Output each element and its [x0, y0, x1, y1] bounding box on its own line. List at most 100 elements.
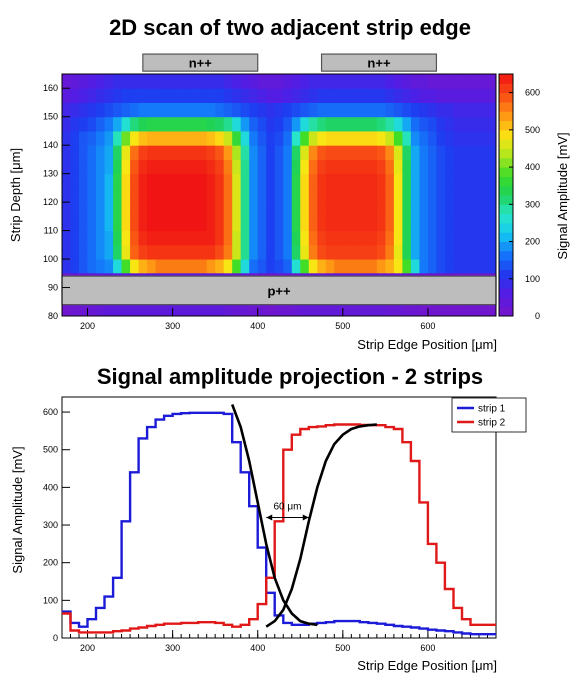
heatmap-cell [291, 230, 301, 246]
heatmap-cell [478, 145, 488, 160]
heatmap-cell [342, 159, 352, 175]
heatmap-cell [436, 202, 446, 217]
heatmap-cell [427, 173, 437, 189]
heatmap-cell [419, 202, 429, 217]
heatmap-cell [470, 74, 480, 89]
heatmap-cell [257, 102, 267, 118]
heatmap-cell [274, 244, 284, 260]
heatmap-cell [121, 202, 131, 217]
heatmap-cell [87, 202, 97, 217]
heatmap-cell [419, 116, 429, 132]
heatmap-cell [240, 187, 250, 203]
heatmap-cell [376, 230, 386, 246]
heatmap-cell [351, 216, 361, 232]
heatmap-cell [461, 202, 471, 217]
heatmap-cell [206, 74, 216, 89]
legend-label-2: strip 2 [478, 418, 506, 429]
heatmap-cell [257, 187, 267, 203]
heatmap-cell [308, 145, 318, 160]
heatmap-cell [359, 88, 369, 103]
heatmap-cell [470, 159, 480, 175]
heatmap-cell [300, 145, 310, 160]
heatmap-cell [351, 230, 361, 246]
heatmap-cell [419, 130, 429, 146]
heatmap-cell [376, 88, 386, 103]
heatmap-cell [283, 145, 293, 160]
heatmap-cell [368, 230, 378, 246]
heatmap-cell [317, 159, 327, 175]
heatmap-cell [215, 244, 225, 260]
heatmap-cell [266, 173, 276, 189]
heatmap-cell [325, 130, 335, 146]
heatmap-cell [79, 187, 89, 203]
heatmap-cell [461, 159, 471, 175]
heatmap-cell [130, 102, 140, 118]
heatmap-cell [308, 202, 318, 217]
heatmap-cell [223, 159, 233, 175]
heatmap-cell [478, 116, 488, 132]
heatmap-cell [113, 74, 123, 89]
heatmap-cell [342, 130, 352, 146]
heatmap-cell [79, 145, 89, 160]
projection-title: Signal amplitude projection - 2 strips [97, 364, 483, 389]
heatmap-cell [470, 187, 480, 203]
heatmap-cell [249, 102, 259, 118]
heatmap-cell [232, 116, 242, 132]
heatmap-cell [87, 145, 97, 160]
heatmap-cell [189, 145, 199, 160]
heatmap-cell [291, 130, 301, 146]
heatmap-cell [470, 244, 480, 260]
heatmap-cell [274, 259, 284, 274]
heatmap-cell [308, 102, 318, 118]
heatmap-cell [359, 187, 369, 203]
heatmap-cell [385, 102, 395, 118]
heatmap-cell [215, 259, 225, 274]
heatmap-cell [164, 202, 174, 217]
heatmap-cell [257, 145, 267, 160]
heatmap-cell [104, 202, 114, 217]
heatmap-cell [470, 173, 480, 189]
heatmap-cell [138, 173, 148, 189]
heatmap-cell [283, 259, 293, 274]
overlay-box-1 [320, 53, 438, 72]
heatmap-cell [181, 88, 191, 103]
heatmap-cell [96, 102, 106, 118]
colorbar-band [499, 195, 513, 205]
heatmap-cell [291, 145, 301, 160]
colorbar-band [499, 120, 513, 131]
heatmap-cell [376, 187, 386, 203]
heatmap-cell [138, 145, 148, 160]
heatmap-cell [206, 159, 216, 175]
heatmap-cell [274, 230, 284, 246]
heatmap-cell [62, 202, 72, 217]
heatmap-cell [410, 145, 420, 160]
heatmap-cell [461, 244, 471, 260]
heatmap-cell [283, 159, 293, 175]
heatmap-cell [436, 244, 446, 260]
heatmap-cell [487, 74, 497, 89]
heatmap-cell [70, 159, 80, 175]
heatmap-cell [121, 130, 131, 146]
heatmap-cell [257, 173, 267, 189]
heatmap-cell [436, 145, 446, 160]
heatmap-cell [325, 244, 335, 260]
heatmap-cell [351, 159, 361, 175]
heatmap-cell [206, 102, 216, 118]
heatmap-cell [164, 216, 174, 232]
heatmap-cell [359, 230, 369, 246]
colorbar-band [499, 306, 513, 317]
heatmap-cell [172, 159, 182, 175]
heatmap-cell [96, 202, 106, 217]
heatmap-cell [325, 173, 335, 189]
heatmap-cell [368, 130, 378, 146]
heatmap-cell [206, 230, 216, 246]
heatmap-cell [317, 116, 327, 132]
heatmap-cell [232, 259, 242, 274]
heatmap-cell [461, 216, 471, 232]
colorbar-band [499, 278, 513, 289]
heatmap-cell [215, 230, 225, 246]
heatmap-cell [427, 130, 437, 146]
heatmap-cell [172, 130, 182, 146]
heatmap-cell [87, 130, 97, 146]
